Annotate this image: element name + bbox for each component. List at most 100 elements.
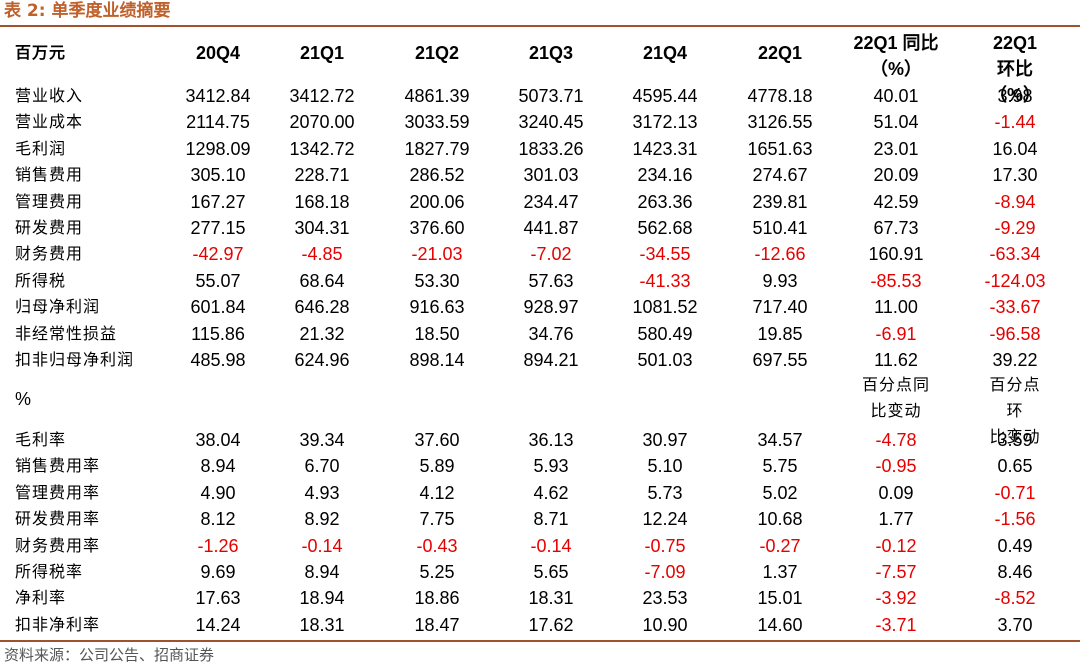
section-unit: % xyxy=(15,389,32,409)
cell: -63.34 xyxy=(989,244,1041,265)
cell: -7.02 xyxy=(530,244,572,265)
cell: 580.49 xyxy=(637,323,693,344)
cell: 5.25 xyxy=(419,562,455,582)
cell: 39.34 xyxy=(299,430,345,450)
cell: 8.71 xyxy=(533,509,569,530)
row-label: 归母净利润 xyxy=(15,297,101,317)
cell: -7.57 xyxy=(875,562,917,582)
cell: -6.91 xyxy=(875,323,917,344)
cell: 160.91 xyxy=(868,244,924,265)
cell: 37.60 xyxy=(414,430,460,450)
cell: -1.56 xyxy=(994,509,1036,530)
cell: 19.85 xyxy=(757,323,803,344)
cell: 304.31 xyxy=(294,218,350,238)
cell: 894.21 xyxy=(523,350,579,370)
cell: 8.12 xyxy=(200,509,236,530)
cell: 376.60 xyxy=(409,218,465,238)
cell: 18.31 xyxy=(299,614,345,635)
cell: -0.43 xyxy=(416,535,458,556)
cell: -1.26 xyxy=(197,535,239,556)
cell: 4.90 xyxy=(200,482,236,503)
header-qoq: 22Q1 环比 （%） xyxy=(988,33,1041,105)
cell: 42.59 xyxy=(873,191,919,212)
cell: 2114.75 xyxy=(186,112,250,133)
cell: 30.97 xyxy=(642,430,688,450)
cell: -34.55 xyxy=(639,244,691,265)
row-label: 销售费用率 xyxy=(15,456,101,476)
cell: 14.24 xyxy=(195,614,241,635)
cell: 167.27 xyxy=(190,191,246,212)
cell: 34.76 xyxy=(528,323,574,344)
cell: 3.59 xyxy=(997,430,1033,450)
cell: 5.73 xyxy=(647,482,683,503)
cell: 11.00 xyxy=(874,297,918,318)
header-period: 20Q4 xyxy=(195,43,241,63)
cell: 168.18 xyxy=(294,191,350,212)
cell: 3.98 xyxy=(997,86,1033,106)
cell: 5.02 xyxy=(762,482,798,503)
cell: 0.65 xyxy=(997,456,1033,477)
cell: 2070.00 xyxy=(289,112,355,133)
cell: 4861.39 xyxy=(404,86,470,106)
cell: 5073.71 xyxy=(518,86,584,106)
cell: 3.70 xyxy=(997,614,1033,635)
cell: 115.86 xyxy=(191,323,245,344)
cell: 55.07 xyxy=(195,270,241,291)
cell: 1833.26 xyxy=(518,138,584,159)
cell: 8.92 xyxy=(304,509,340,530)
bottom-rule xyxy=(0,640,1080,642)
cell: 5.75 xyxy=(762,456,798,477)
cell: 18.47 xyxy=(414,614,460,635)
cell: 8.46 xyxy=(997,562,1033,582)
cell: 18.50 xyxy=(414,323,460,344)
cell: -0.75 xyxy=(644,535,686,556)
header-period: 22Q1 xyxy=(757,43,803,63)
cell: -96.58 xyxy=(989,323,1041,344)
cell: 3412.84 xyxy=(185,86,251,106)
cell: 16.04 xyxy=(992,138,1038,159)
cell: 11.62 xyxy=(874,350,918,370)
cell: 898.14 xyxy=(409,350,465,370)
cell: 68.64 xyxy=(299,270,345,291)
cell: 4.12 xyxy=(419,482,455,503)
cell: -12.66 xyxy=(754,244,806,265)
cell: -3.71 xyxy=(875,614,917,635)
cell: 17.63 xyxy=(195,588,241,609)
cell: 3172.13 xyxy=(632,112,698,133)
cell: -33.67 xyxy=(989,297,1041,318)
cell: 1298.09 xyxy=(185,138,251,159)
cell: -85.53 xyxy=(870,270,922,291)
cell: -0.14 xyxy=(530,535,572,556)
cell: 20.09 xyxy=(873,165,919,186)
cell: 501.03 xyxy=(637,350,693,370)
header-yoy: 22Q1 同比 （%） xyxy=(853,33,939,79)
cell: 67.73 xyxy=(873,218,919,238)
cell: 39.22 xyxy=(992,350,1038,370)
cell: -21.03 xyxy=(411,244,463,265)
section-yoy: 百分点同 比变动 xyxy=(861,375,931,420)
cell: -42.97 xyxy=(192,244,244,265)
cell: 17.62 xyxy=(528,614,574,635)
cell: 441.87 xyxy=(523,218,579,238)
top-rule xyxy=(0,25,1080,27)
cell: 51.04 xyxy=(873,112,919,133)
row-label: 管理费用 xyxy=(15,191,84,211)
cell: 3240.45 xyxy=(518,112,584,133)
cell: 12.24 xyxy=(642,509,688,530)
row-label: 净利率 xyxy=(15,588,67,608)
cell: -4.85 xyxy=(301,244,343,265)
cell: 646.28 xyxy=(294,297,350,318)
cell: 1.77 xyxy=(878,509,914,530)
cell: 1081.52 xyxy=(632,297,698,318)
cell: -41.33 xyxy=(639,270,691,291)
cell: 4.62 xyxy=(533,482,569,503)
row-label: 非经常性损益 xyxy=(15,323,118,343)
cell: -8.52 xyxy=(994,588,1036,609)
cell: 8.94 xyxy=(304,562,340,582)
header-period: 21Q4 xyxy=(642,43,688,63)
cell: 14.60 xyxy=(757,614,803,635)
cell: 1342.72 xyxy=(289,138,355,159)
cell: 4595.44 xyxy=(632,86,698,106)
cell: 7.75 xyxy=(419,509,455,530)
